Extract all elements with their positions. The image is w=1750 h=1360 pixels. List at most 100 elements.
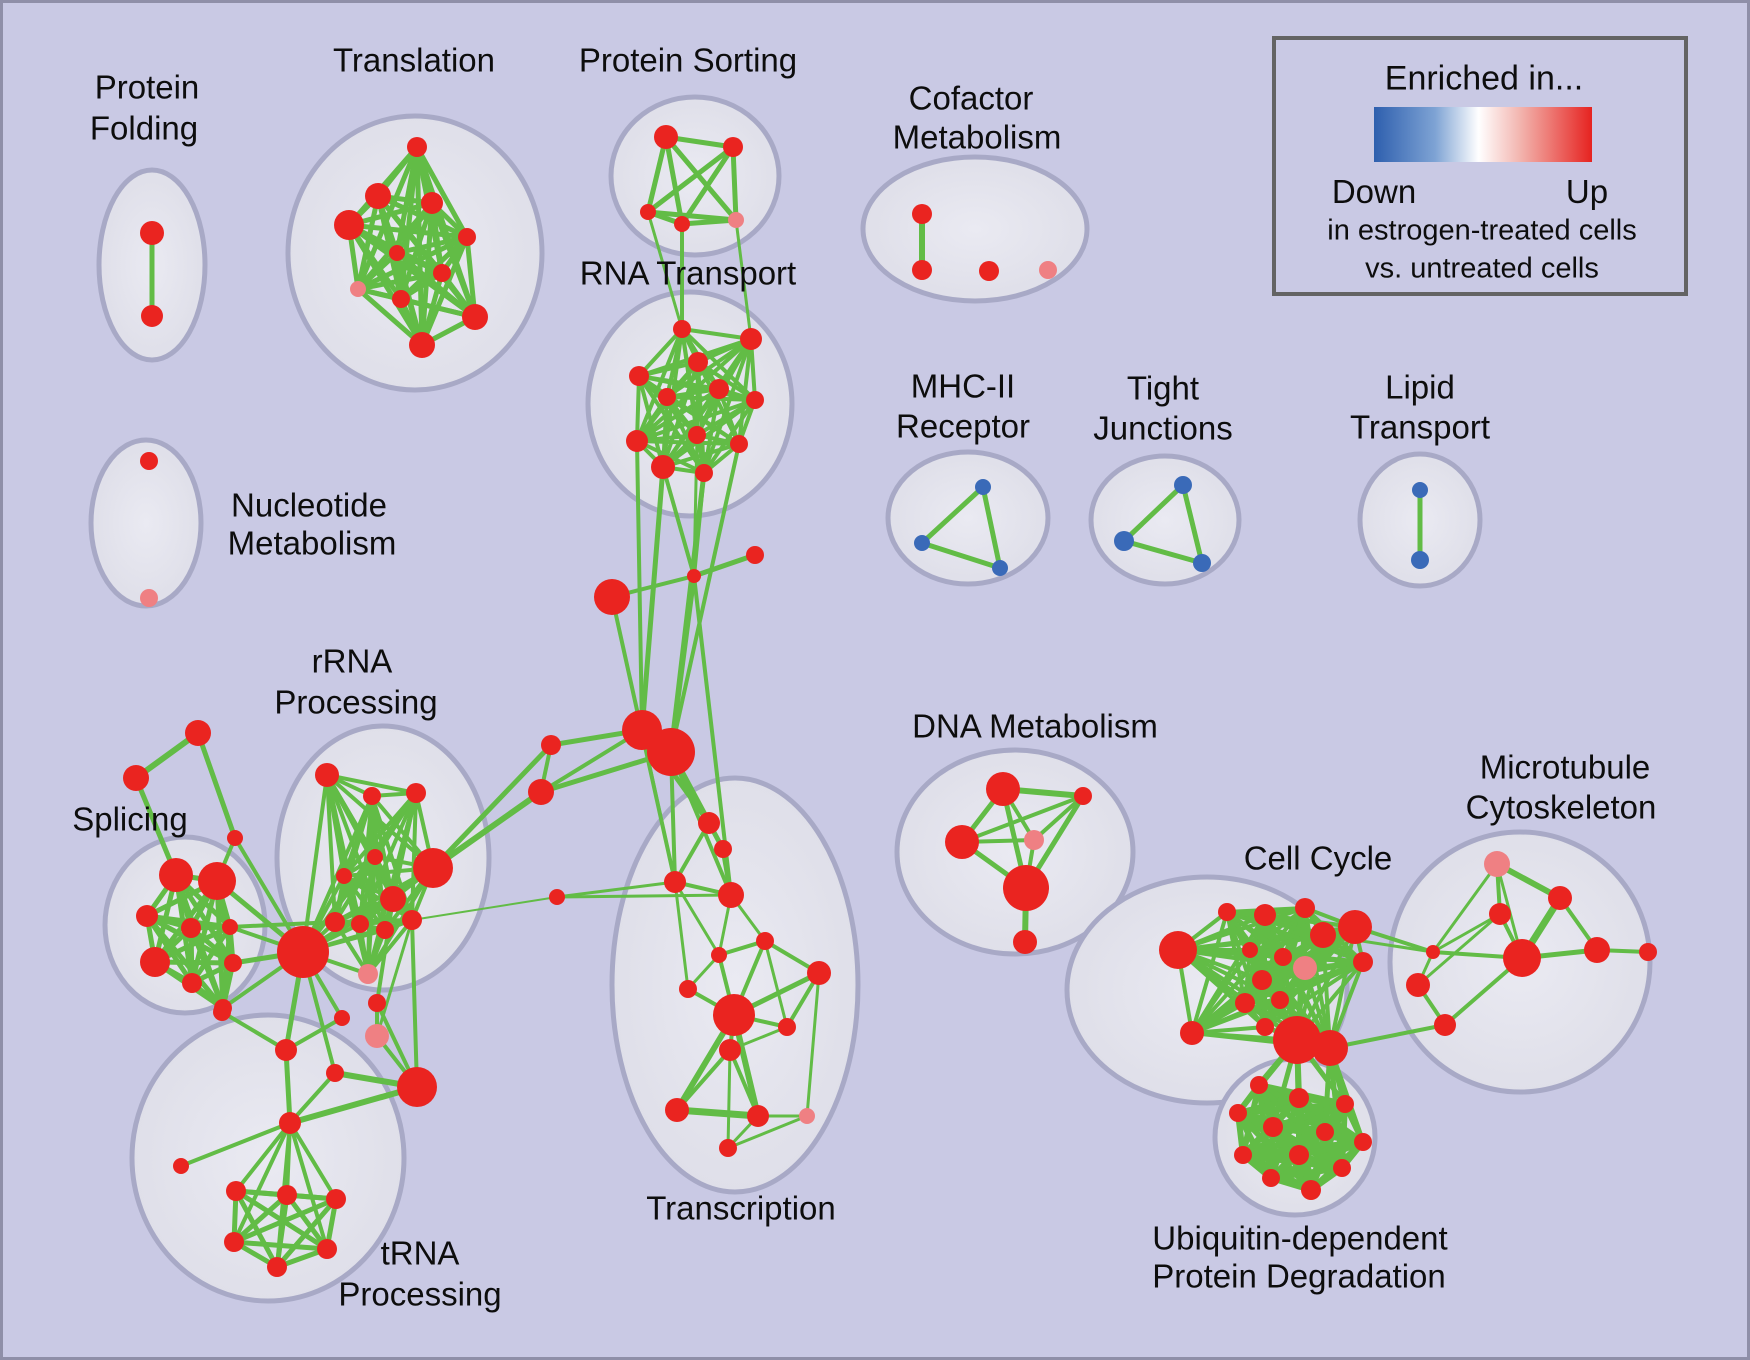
network-node-e14 — [1312, 1030, 1348, 1066]
network-edge — [233, 1188, 280, 1270]
network-node-rr12 — [358, 964, 378, 984]
network-node-rt11 — [695, 464, 713, 482]
network-node-mh0 — [975, 479, 991, 495]
network-node-pf0 — [140, 221, 164, 245]
network-node-rr0 — [315, 763, 339, 787]
network-edge — [1431, 862, 1499, 954]
legend-up-label: Up — [1565, 173, 1609, 210]
network-edge — [1180, 482, 1205, 566]
cluster-label-translation: Translation — [333, 42, 495, 79]
network-node-x11 — [778, 1018, 796, 1036]
cluster-label-protein-folding: Protein — [95, 69, 200, 106]
network-node-rr13 — [368, 994, 386, 1012]
cluster-label-cofactor-metabolism: Cofactor — [909, 80, 1034, 117]
network-edge — [274, 1192, 290, 1270]
network-node-rr2 — [406, 783, 426, 803]
network-node-e1 — [1254, 904, 1276, 926]
network-node-rr10 — [402, 910, 422, 930]
network-node-rr6 — [413, 848, 453, 888]
network-edge — [366, 918, 414, 976]
network-node-w1 — [528, 779, 554, 805]
network-node-rr16 — [326, 1064, 344, 1082]
network-edge — [1431, 912, 1502, 954]
network-node-ps1 — [723, 137, 743, 157]
network-edge — [414, 144, 470, 240]
network-edge — [234, 1121, 292, 1193]
network-node-tr7 — [267, 1257, 287, 1277]
network-edge — [430, 742, 554, 871]
network-node-sp0 — [185, 720, 211, 746]
network-node-e10 — [1271, 991, 1289, 1009]
network-node-sf — [140, 947, 170, 977]
network-node-e7 — [1293, 956, 1317, 980]
network-node-t5 — [389, 245, 405, 261]
network-edge — [1121, 538, 1205, 566]
network-node-f3 — [1503, 939, 1541, 977]
network-edge — [691, 552, 758, 579]
network-node-t3 — [421, 192, 443, 214]
network-edge — [675, 1048, 732, 1112]
network-node-f6 — [1584, 937, 1610, 963]
network-edge — [637, 327, 684, 378]
network-node-rr15 — [275, 1039, 297, 1061]
network-node-rr5 — [380, 886, 406, 912]
network-node-rt4 — [709, 379, 729, 399]
network-edge — [673, 1106, 762, 1120]
cluster-label-splicing: Splicing — [72, 801, 188, 838]
network-node-d4 — [1003, 865, 1049, 911]
network-node-e2 — [1295, 898, 1315, 918]
network-edge — [355, 250, 400, 292]
network-edge — [1268, 1165, 1345, 1181]
network-node-f1 — [1548, 886, 1572, 910]
legend-title: Enriched in... — [1384, 59, 1584, 98]
network-node-t6 — [433, 264, 451, 282]
network-node-cf0 — [912, 204, 932, 224]
network-node-d3 — [1024, 830, 1044, 850]
network-node-k1 — [687, 569, 701, 583]
network-edge — [734, 218, 753, 341]
network-edge — [1225, 910, 1267, 1029]
network-edge — [661, 398, 757, 469]
network-node-t0 — [407, 137, 427, 157]
network-edge — [1281, 955, 1365, 964]
network-node-x7 — [756, 932, 774, 950]
network-node-t2 — [334, 210, 364, 240]
cluster-label-ubiquitin-degradation: Protein Degradation — [1152, 1258, 1446, 1295]
cluster-label-mhc-ii-receptor: MHC-II — [911, 368, 1015, 405]
network-node-f5 — [1406, 973, 1430, 997]
network-node-e3 — [1310, 922, 1336, 948]
network-node-x5 — [718, 882, 744, 908]
network-edge — [133, 775, 179, 878]
network-node-d5 — [1013, 930, 1037, 954]
network-node-x4 — [664, 871, 686, 893]
network-node-x1 — [647, 728, 695, 776]
network-node-t1 — [365, 183, 391, 209]
network-node-tr5 — [224, 1232, 244, 1252]
network-edge — [635, 439, 706, 475]
network-edge — [637, 360, 700, 378]
network-edge — [355, 193, 381, 292]
network-node-rr17 — [365, 1024, 389, 1048]
network-edge — [1328, 1023, 1447, 1050]
network-edge — [1225, 910, 1365, 964]
network-edge — [805, 971, 821, 1118]
network-edge — [645, 144, 736, 215]
network-node-e16 — [1218, 903, 1236, 921]
network-node-e0 — [1159, 931, 1197, 969]
network-edge — [173, 872, 236, 966]
network-node-x6 — [711, 947, 727, 963]
network-edge — [702, 398, 757, 475]
network-node-tr2 — [226, 1181, 246, 1201]
network-node-x16 — [719, 1139, 737, 1157]
network-node-t8 — [392, 290, 410, 308]
network-edge — [763, 939, 789, 1029]
network-node-e11 — [1180, 1021, 1204, 1045]
network-edge — [555, 893, 733, 899]
network-edge — [679, 217, 739, 227]
network-node-ps4 — [728, 212, 744, 228]
network-node-se — [222, 919, 238, 935]
network-node-b9 — [1333, 1159, 1351, 1177]
cluster-ellipse-cofactor-metabolism — [860, 154, 1090, 304]
network-node-rr19 — [213, 1003, 231, 1021]
